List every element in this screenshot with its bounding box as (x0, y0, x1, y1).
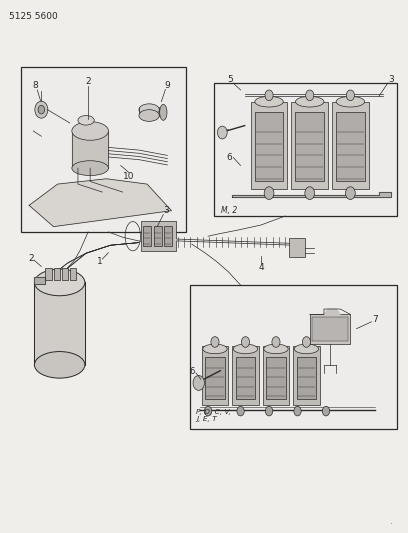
Ellipse shape (139, 104, 159, 116)
Bar (289, 238, 305, 257)
Circle shape (217, 126, 227, 139)
Circle shape (305, 187, 315, 199)
Bar (190, 285, 397, 429)
Text: 10: 10 (123, 172, 135, 181)
Circle shape (264, 187, 274, 199)
Circle shape (265, 406, 273, 416)
Bar (236, 357, 255, 399)
Bar (332, 102, 369, 189)
Polygon shape (233, 192, 391, 197)
Ellipse shape (203, 344, 227, 354)
Bar (312, 317, 348, 341)
Ellipse shape (160, 104, 167, 120)
Circle shape (38, 106, 44, 114)
Text: 5125 5600: 5125 5600 (9, 12, 58, 21)
Ellipse shape (264, 344, 288, 354)
Circle shape (346, 90, 355, 101)
Ellipse shape (72, 161, 109, 175)
Bar (45, 268, 52, 280)
Bar (53, 268, 60, 280)
Bar (164, 226, 172, 246)
Bar (336, 112, 365, 181)
Bar (202, 346, 228, 405)
Bar (295, 112, 324, 181)
Circle shape (242, 337, 250, 348)
Text: .: . (390, 516, 392, 526)
Bar (153, 226, 162, 246)
Polygon shape (34, 282, 85, 365)
Polygon shape (34, 277, 44, 284)
Text: J, E, T: J, E, T (196, 416, 217, 422)
Ellipse shape (78, 116, 94, 125)
Text: P, D, C, V,: P, D, C, V, (196, 409, 231, 415)
Text: 1: 1 (98, 257, 103, 265)
Text: 7: 7 (372, 315, 378, 324)
Bar (293, 346, 320, 405)
Ellipse shape (255, 96, 283, 107)
Ellipse shape (34, 269, 85, 296)
Circle shape (204, 406, 212, 416)
Circle shape (193, 375, 204, 390)
Ellipse shape (336, 96, 365, 107)
Ellipse shape (295, 96, 324, 107)
Text: 8: 8 (32, 81, 38, 90)
Text: 4: 4 (258, 263, 264, 272)
Ellipse shape (233, 344, 258, 354)
Text: 2: 2 (29, 254, 34, 263)
Circle shape (211, 337, 219, 348)
Polygon shape (324, 309, 340, 314)
Bar (205, 357, 225, 399)
Polygon shape (29, 179, 171, 227)
Circle shape (272, 337, 280, 348)
Text: 3: 3 (388, 75, 394, 84)
Text: 6: 6 (190, 367, 195, 376)
Bar (255, 112, 283, 181)
Text: 2: 2 (85, 77, 91, 86)
Bar (291, 102, 328, 189)
Bar (70, 268, 76, 280)
Circle shape (237, 406, 244, 416)
Bar (21, 67, 186, 232)
Bar (297, 357, 316, 399)
Bar (62, 268, 68, 280)
Text: 6: 6 (227, 153, 233, 162)
Circle shape (302, 337, 310, 348)
Text: 9: 9 (164, 81, 170, 90)
Bar (143, 226, 151, 246)
Bar (310, 314, 350, 344)
Bar (263, 346, 289, 405)
Bar (141, 221, 175, 251)
Bar (266, 357, 286, 399)
Ellipse shape (34, 352, 85, 378)
Circle shape (346, 187, 355, 199)
Bar (251, 102, 287, 189)
Circle shape (306, 90, 314, 101)
Circle shape (322, 406, 330, 416)
Ellipse shape (139, 110, 159, 122)
Circle shape (265, 90, 273, 101)
Circle shape (294, 406, 301, 416)
Circle shape (35, 101, 48, 118)
Text: 5: 5 (228, 75, 233, 84)
Bar (233, 346, 259, 405)
Text: M, 2: M, 2 (221, 206, 237, 215)
Polygon shape (72, 131, 109, 168)
Ellipse shape (72, 122, 109, 140)
Ellipse shape (294, 344, 319, 354)
Text: 3: 3 (164, 206, 169, 215)
Bar (214, 83, 397, 216)
